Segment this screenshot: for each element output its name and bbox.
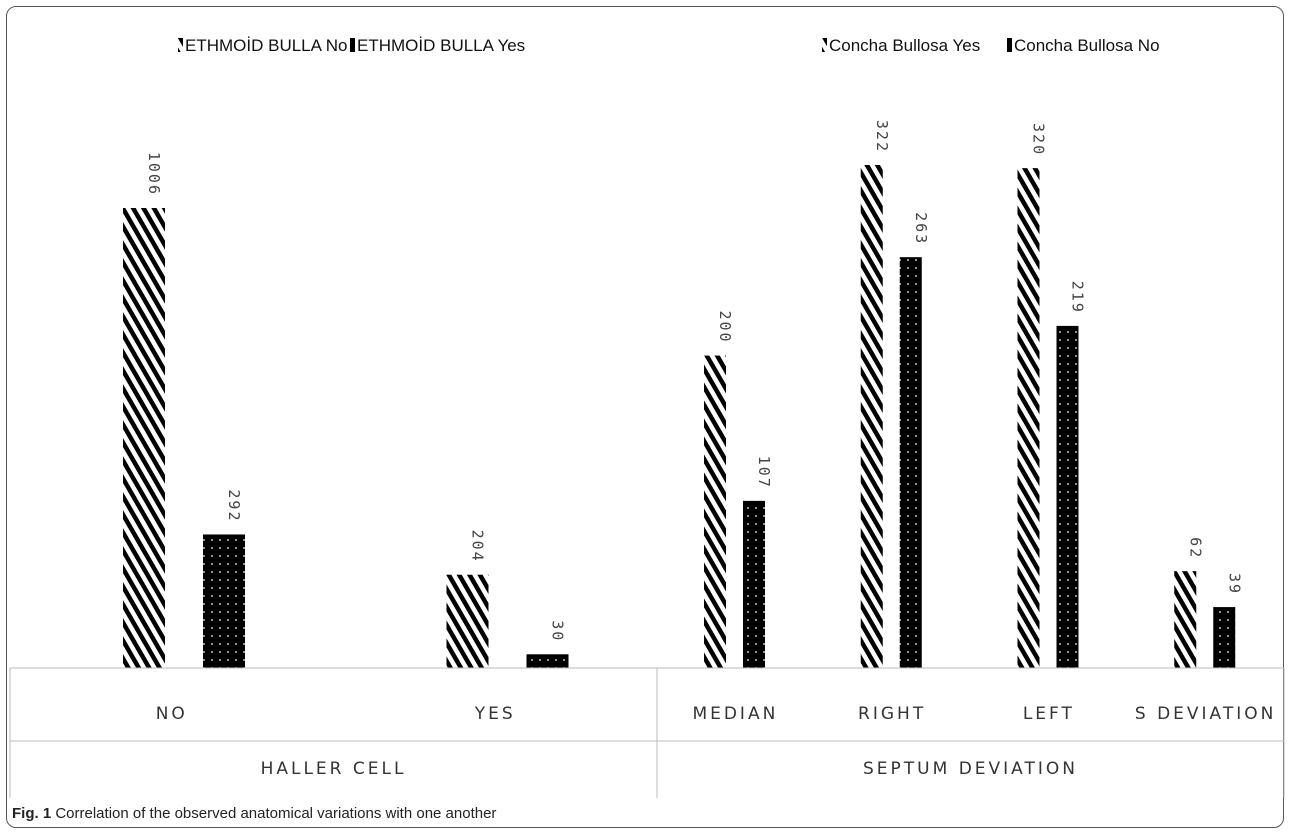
data-label: 204 bbox=[469, 530, 487, 563]
legend-swatch-2 bbox=[1007, 38, 1012, 52]
group-label-1: HALLER CELL bbox=[261, 759, 407, 779]
category-label-no: NO bbox=[156, 704, 188, 724]
category-label-left: LEFT bbox=[1023, 704, 1075, 724]
caption-text: Correlation of the observed anatomical v… bbox=[55, 805, 497, 822]
chart-layer: ETHMOİD BULLA No ETHMOİD BULLA Yes 1006 292… bbox=[9, 36, 1285, 798]
bar-yes-series-2 bbox=[526, 654, 569, 668]
bar-no-series-1 bbox=[123, 208, 165, 668]
bar-right-series-1 bbox=[860, 165, 883, 668]
bar-s-deviation-series-2 bbox=[1213, 607, 1236, 668]
data-label: 292 bbox=[225, 489, 243, 522]
figure-caption: Fig. 1 Correlation of the observed anato… bbox=[12, 805, 496, 822]
category-label-s-deviation: S DEVIATION bbox=[1135, 704, 1276, 724]
data-label: 107 bbox=[755, 456, 773, 489]
figure-frame bbox=[6, 6, 1284, 828]
legend-swatch-1 bbox=[822, 38, 827, 52]
category-label-yes: YES bbox=[474, 704, 516, 724]
legend-label-1: ETHMOİD BULLA No bbox=[185, 36, 348, 55]
category-label-median: MEDIAN bbox=[692, 704, 778, 724]
chart-2: Concha Bullosa Yes Concha Bullosa No 200 10… bbox=[692, 36, 1276, 779]
bar-left-series-2 bbox=[1056, 325, 1079, 668]
legend-swatch-2 bbox=[350, 38, 355, 52]
bar-left-series-1 bbox=[1017, 168, 1040, 669]
data-label: 30 bbox=[549, 620, 567, 642]
data-label: 219 bbox=[1069, 281, 1087, 314]
legend-label-2: ETHMOİD BULLA Yes bbox=[357, 36, 525, 55]
bar-right-series-2 bbox=[899, 257, 922, 668]
category-label-right: RIGHT bbox=[858, 704, 926, 724]
legend-swatch-1 bbox=[178, 38, 183, 52]
legend-label-2: Concha Bullosa No bbox=[1014, 36, 1160, 55]
data-label: 62 bbox=[1186, 537, 1204, 559]
data-label: 39 bbox=[1225, 573, 1243, 595]
data-label: 1006 bbox=[145, 152, 163, 196]
caption-label: Fig. 1 bbox=[12, 805, 52, 822]
bar-median-series-1 bbox=[704, 355, 726, 668]
group-label-2: SEPTUM DEVIATION bbox=[863, 759, 1078, 779]
data-label: 322 bbox=[873, 120, 891, 153]
bar-s-deviation-series-1 bbox=[1174, 571, 1197, 668]
bar-median-series-2 bbox=[743, 500, 765, 668]
chart-1: ETHMOİD BULLA No ETHMOİD BULLA Yes 1006 292… bbox=[123, 36, 569, 779]
data-label: 200 bbox=[716, 310, 734, 343]
data-label: 320 bbox=[1030, 123, 1048, 156]
data-label: 263 bbox=[912, 212, 930, 245]
legend-label-1: Concha Bullosa Yes bbox=[829, 36, 980, 55]
bar-no-series-2 bbox=[203, 534, 245, 668]
bar-yes-series-1 bbox=[446, 574, 489, 668]
